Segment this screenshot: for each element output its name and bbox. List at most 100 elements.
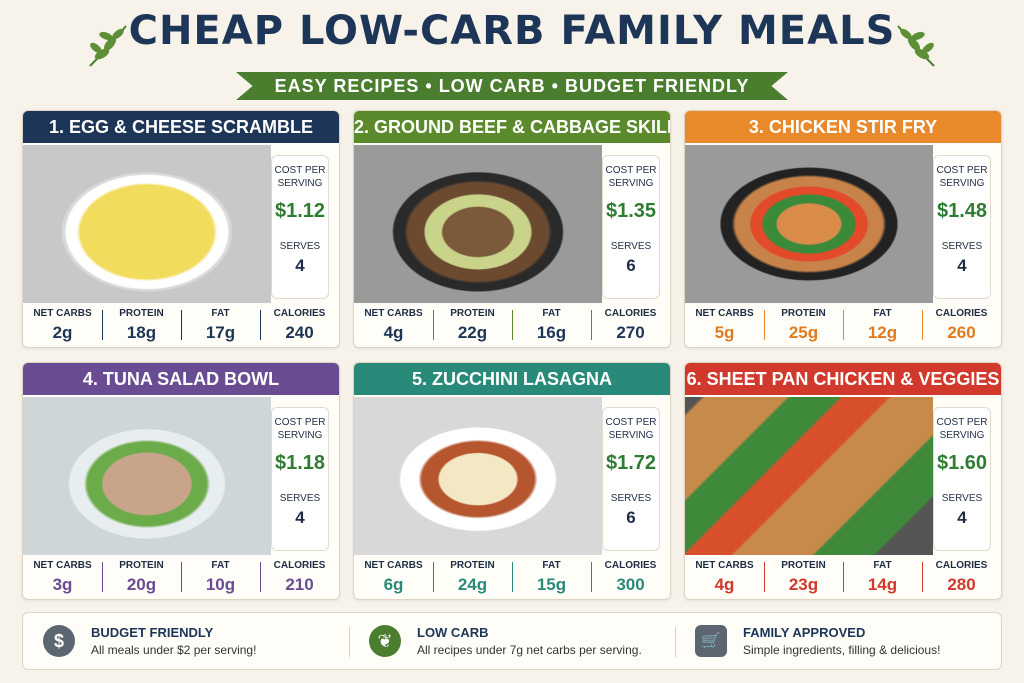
meal-card: 2. GROUND BEEF & CABBAGE SKILLET COST PE… [353, 110, 671, 348]
protein: PROTEIN 20g [102, 560, 181, 595]
calories: CALORIES 280 [922, 560, 1001, 595]
leaf-sprig-icon [897, 25, 935, 67]
meal-title: 1. EGG & CHEESE SCRAMBLE [23, 111, 339, 143]
fat: FAT 10g [181, 560, 260, 595]
fat-label: FAT [542, 307, 561, 319]
meal-title: 2. GROUND BEEF & CABBAGE SKILLET [354, 111, 670, 143]
protein-label: PROTEIN [781, 559, 826, 571]
calories: CALORIES 240 [260, 308, 339, 343]
fat-value: 10g [205, 574, 236, 594]
feature-description: Simple ingredients, filling & delicious! [743, 643, 941, 657]
serves-value: 4 [295, 508, 305, 527]
net-carbs-label: NET CARBS [33, 307, 92, 319]
fat-label: FAT [873, 559, 892, 571]
protein-label: PROTEIN [119, 307, 164, 319]
serving-label: SERVING [608, 178, 654, 189]
feature-title: LOW CARB [417, 625, 489, 640]
calories-label: CALORIES [604, 307, 657, 319]
protein-label: PROTEIN [450, 559, 495, 571]
calories: CALORIES 300 [591, 560, 670, 595]
net-carbs: NET CARBS 4g [354, 308, 433, 343]
calories: CALORIES 260 [922, 308, 1001, 343]
net-carbs-label: NET CARBS [33, 559, 92, 571]
meal-title: 4. TUNA SALAD BOWL [23, 363, 339, 395]
calories-label: CALORIES [273, 307, 326, 319]
cost-value: $1.72 [605, 452, 657, 474]
meal-card: 6. SHEET PAN CHICKEN & VEGGIES COST PER … [684, 362, 1002, 600]
serves-value: 4 [957, 256, 967, 275]
serves-label: SERVES [941, 493, 983, 504]
calories-label: CALORIES [935, 307, 988, 319]
fat-label: FAT [873, 307, 892, 319]
serves-label: SERVES [279, 493, 321, 504]
fat-label: FAT [211, 559, 230, 571]
protein-value: 20g [126, 574, 157, 594]
cost-value: $1.18 [274, 452, 326, 474]
calories-value: 210 [285, 574, 314, 594]
serving-label: SERVING [939, 178, 985, 189]
meal-card: 4. TUNA SALAD BOWL COST PER SERVING $1.1… [22, 362, 340, 600]
calories: CALORIES 210 [260, 560, 339, 595]
fat: FAT 17g [181, 308, 260, 343]
protein: PROTEIN 22g [433, 308, 512, 343]
protein-value: 24g [457, 574, 488, 594]
serves-label: SERVES [941, 241, 983, 252]
feature-description: All meals under $2 per serving! [91, 643, 257, 657]
fat-label: FAT [211, 307, 230, 319]
fat: FAT 15g [512, 560, 591, 595]
net-carbs-label: NET CARBS [364, 559, 423, 571]
meal-title: 5. ZUCCHINI LASAGNA [354, 363, 670, 395]
net-carbs: NET CARBS 3g [23, 560, 102, 595]
net-carbs-value: 5g [714, 322, 735, 342]
cost-box: COST PER SERVING $1.35 SERVES 6 [602, 155, 660, 299]
macros-row: NET CARBS 4g PROTEIN 23g FAT 14g CALORIE… [685, 555, 1001, 599]
protein: PROTEIN 18g [102, 308, 181, 343]
cost-per-label: COST PER [605, 417, 657, 428]
cost-per-label: COST PER [605, 165, 657, 176]
cost-value: $1.12 [274, 200, 326, 222]
protein-value: 23g [788, 574, 819, 594]
fat-value: 16g [536, 322, 567, 342]
serving-label: SERVING [608, 430, 654, 441]
features-footer: $ BUDGET FRIENDLY All meals under $2 per… [22, 612, 1002, 670]
net-carbs-label: NET CARBS [364, 307, 423, 319]
cost-value: $1.35 [605, 200, 657, 222]
macros-row: NET CARBS 3g PROTEIN 20g FAT 10g CALORIE… [23, 555, 339, 599]
fat: FAT 16g [512, 308, 591, 343]
calories-label: CALORIES [935, 559, 988, 571]
meal-card: 3. CHICKEN STIR FRY COST PER SERVING $1.… [684, 110, 1002, 348]
protein: PROTEIN 24g [433, 560, 512, 595]
protein: PROTEIN 25g [764, 308, 843, 343]
feature-family-approved: 🛒 FAMILY APPROVED Simple ingredients, fi… [675, 625, 1001, 657]
cost-per-label: COST PER [936, 165, 988, 176]
macros-row: NET CARBS 6g PROTEIN 24g FAT 15g CALORIE… [354, 555, 670, 599]
meal-title: 3. CHICKEN STIR FRY [685, 111, 1001, 143]
meal-photo [23, 145, 271, 303]
serving-label: SERVING [939, 430, 985, 441]
net-carbs: NET CARBS 6g [354, 560, 433, 595]
cart-icon: 🛒 [695, 625, 727, 657]
meal-photo [685, 145, 933, 303]
cost-box: COST PER SERVING $1.12 SERVES 4 [271, 155, 329, 299]
fat-value: 12g [867, 322, 898, 342]
calories-value: 300 [616, 574, 645, 594]
calories: CALORIES 270 [591, 308, 670, 343]
fat-label: FAT [542, 559, 561, 571]
cost-value: $1.48 [936, 200, 988, 222]
net-carbs-value: 3g [52, 574, 73, 594]
meal-card: 5. ZUCCHINI LASAGNA COST PER SERVING $1.… [353, 362, 671, 600]
serves-value: 4 [295, 256, 305, 275]
protein: PROTEIN 23g [764, 560, 843, 595]
serves-value: 6 [626, 256, 636, 275]
leaf-sprig-icon [89, 25, 127, 67]
serves-value: 6 [626, 508, 636, 527]
calories-value: 240 [285, 322, 314, 342]
meal-photo [354, 145, 602, 303]
protein-label: PROTEIN [450, 307, 495, 319]
serves-label: SERVES [610, 241, 652, 252]
feature-title: BUDGET FRIENDLY [91, 625, 214, 640]
cost-per-label: COST PER [274, 165, 326, 176]
serving-label: SERVING [277, 430, 323, 441]
protein-value: 22g [457, 322, 488, 342]
cost-per-label: COST PER [936, 417, 988, 428]
